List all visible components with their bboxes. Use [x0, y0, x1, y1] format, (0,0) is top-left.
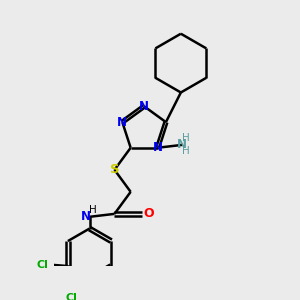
Text: H: H: [88, 206, 96, 215]
Text: N: N: [177, 138, 187, 151]
Text: H: H: [182, 134, 189, 143]
Text: N: N: [153, 141, 163, 154]
Text: S: S: [110, 163, 119, 176]
Text: H: H: [182, 146, 189, 156]
Text: N: N: [139, 100, 149, 113]
Text: N: N: [81, 210, 91, 223]
Text: N: N: [117, 116, 127, 129]
Text: Cl: Cl: [65, 292, 77, 300]
Text: Cl: Cl: [36, 260, 48, 270]
Text: O: O: [144, 207, 154, 220]
